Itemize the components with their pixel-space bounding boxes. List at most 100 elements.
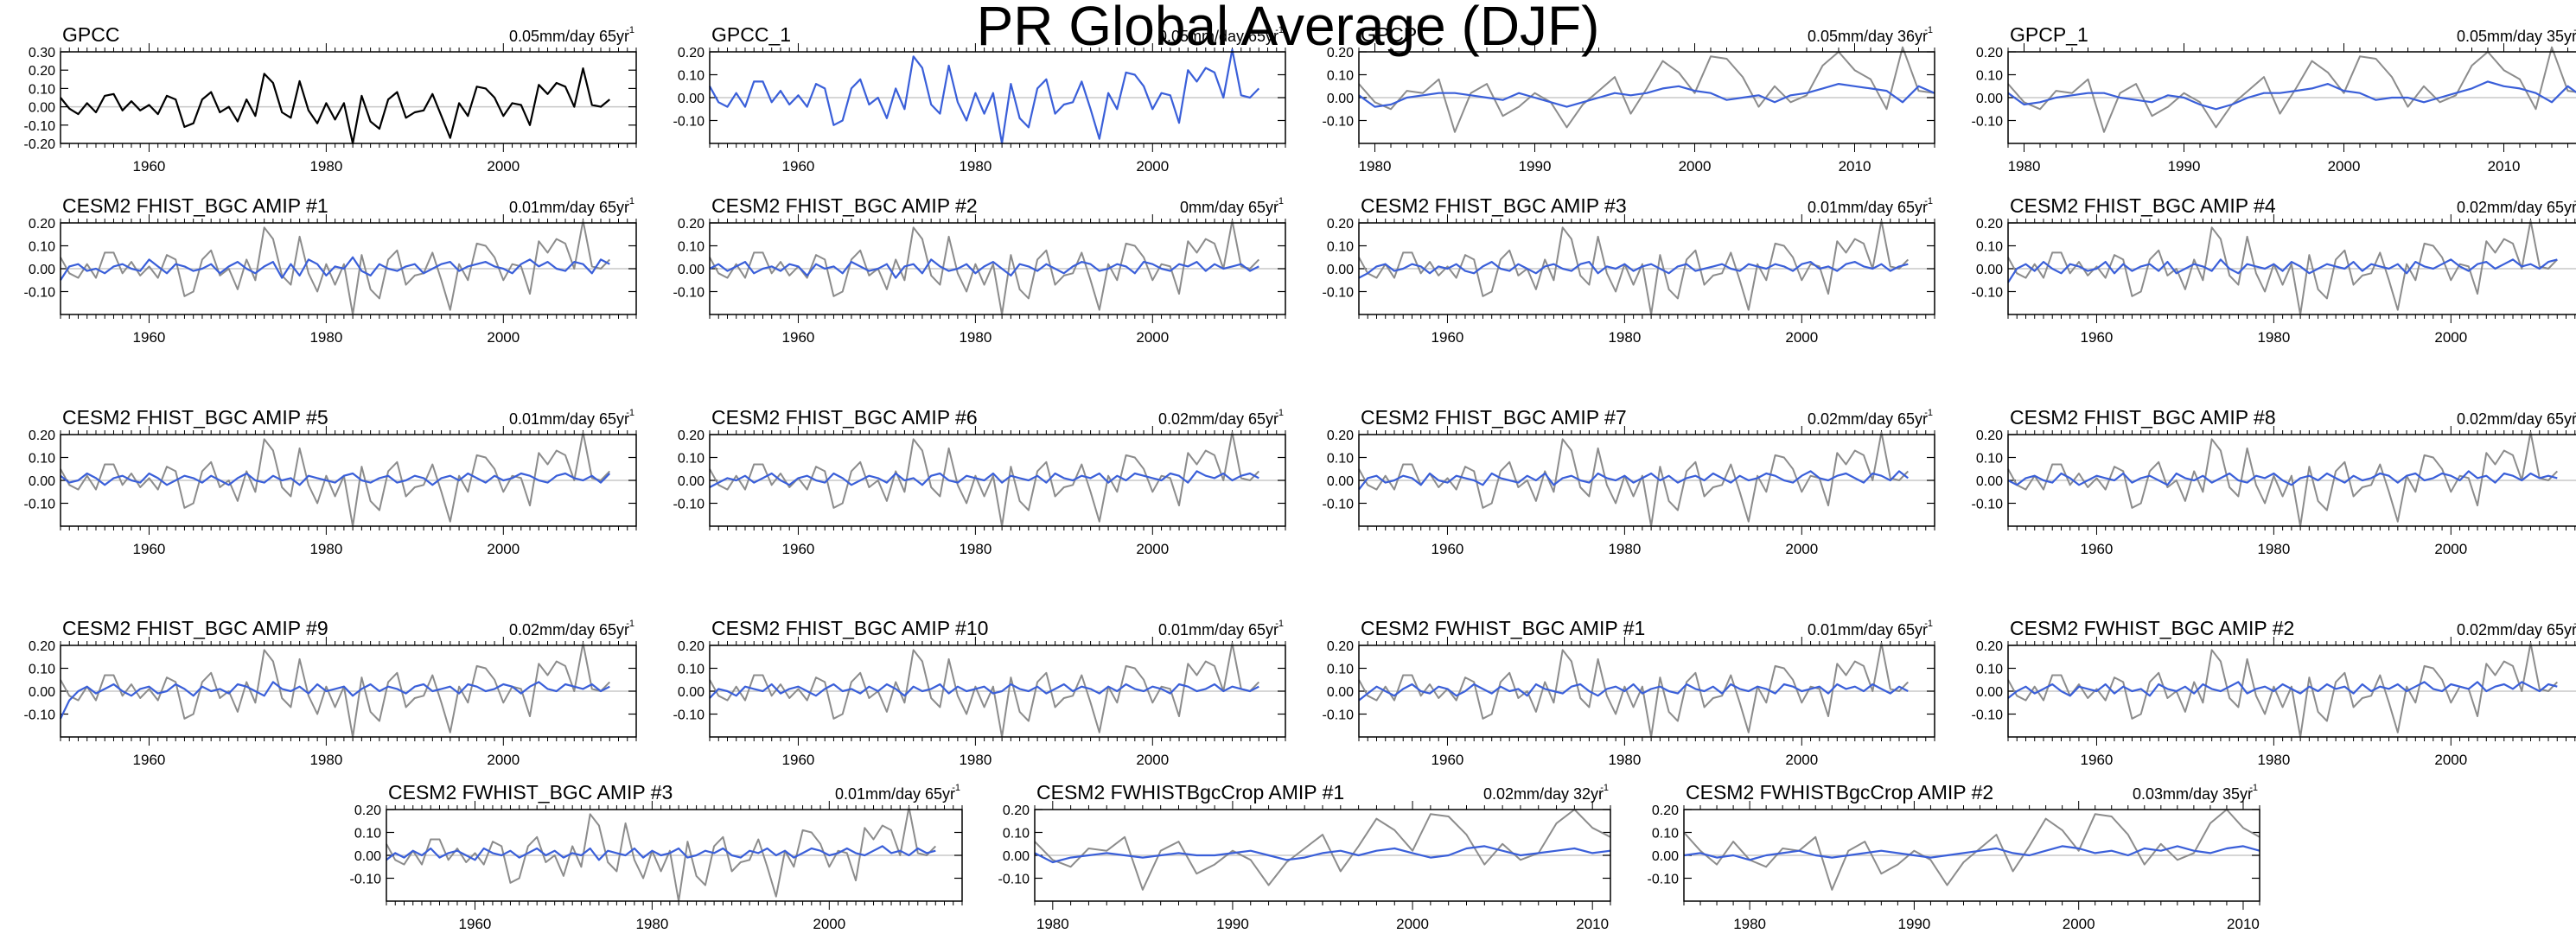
panel-title: CESM2 FWHIST_BGC AMIP #1 <box>1361 617 1645 639</box>
y-tick-label: 0.00 <box>1976 92 2003 106</box>
panel-title: CESM2 FWHISTBgcCrop AMIP #1 <box>1036 781 1344 803</box>
y-tick-label: -0.10 <box>1323 498 1355 512</box>
y-tick-label: -0.10 <box>673 708 705 723</box>
y-tick-label: 0.10 <box>1976 240 2003 255</box>
y-tick-label: 0.00 <box>678 92 705 106</box>
y-tick-label: 0.10 <box>1652 827 1679 842</box>
y-tick-label: 0.20 <box>1976 639 2003 654</box>
x-tick-label: 1960 <box>782 541 815 557</box>
y-tick-label: 0.20 <box>1652 803 1679 818</box>
y-tick-label: 0.00 <box>29 474 55 489</box>
y-tick-label: -0.10 <box>1648 873 1680 887</box>
panel-trend-label: 0.01mm/day 65yr <box>835 785 955 803</box>
x-tick-label: 2010 <box>1576 916 1609 932</box>
x-tick-label: 1980 <box>309 541 342 557</box>
panel-trend-label: 0.02mm/day 65yr <box>2457 621 2576 638</box>
x-tick-label: 2000 <box>813 916 845 932</box>
panel-9: CESM2 FHIST_BGC AMIP #6 0.02mm/day 65yr-1… <box>673 406 1286 557</box>
series-line-model <box>1034 845 1611 864</box>
x-tick-label: 1960 <box>782 158 815 175</box>
x-tick-label: 2000 <box>1785 752 1818 768</box>
y-tick-label: 0.00 <box>1976 474 2003 489</box>
series-line-reference <box>1034 809 1611 891</box>
plot-frame <box>1358 51 1935 144</box>
trend-exponent: -1 <box>1275 619 1284 629</box>
panel-trend-label: 0.02mm/day 65yr <box>2457 410 2576 428</box>
y-tick-label: 0.00 <box>1976 685 2003 700</box>
panel-trend-label: 0.01mm/day 65yr <box>509 199 629 216</box>
plot-frame <box>2007 434 2576 527</box>
panel-18: CESM2 FWHISTBgcCrop AMIP #2 0.03mm/day 35… <box>1648 781 2260 932</box>
y-tick-label: 0.00 <box>1652 849 1679 864</box>
panel-title: CESM2 FHIST_BGC AMIP #6 <box>711 406 978 429</box>
y-tick-label: 0.00 <box>678 474 705 489</box>
series-line-model <box>2007 681 2558 699</box>
plot-frame <box>1358 645 1935 738</box>
y-tick-label: 0.00 <box>29 101 55 116</box>
x-tick-label: 2000 <box>2434 541 2467 557</box>
trend-exponent: -1 <box>1275 408 1284 418</box>
y-tick-label: -0.10 <box>1972 708 2004 723</box>
series-line-model <box>709 683 1259 699</box>
plot-frame <box>1034 809 1611 902</box>
y-tick-label: 0.10 <box>1003 827 1030 842</box>
y-tick-label: 0.10 <box>1976 452 2003 467</box>
x-tick-label: 1980 <box>1608 541 1641 557</box>
panel-trend-label: 0.01mm/day 65yr <box>1808 199 1928 216</box>
panel-6: CESM2 FHIST_BGC AMIP #3 0.01mm/day 65yr-1… <box>1323 194 1935 346</box>
trend-exponent: -1 <box>1924 196 1933 206</box>
x-tick-label: 1980 <box>1608 752 1641 768</box>
plot-frame <box>2007 51 2576 144</box>
panel-title: GPCP_1 <box>2010 23 2088 46</box>
panel-title: GPCC_1 <box>711 23 791 46</box>
y-tick-label: 0.00 <box>354 849 381 864</box>
panel-title: CESM2 FHIST_BGC AMIP #4 <box>2010 194 2276 217</box>
series-line-model <box>1358 470 1909 491</box>
y-tick-label: 0.10 <box>29 452 55 467</box>
x-tick-label: 2000 <box>487 752 520 768</box>
series-line-model <box>709 48 1260 145</box>
y-tick-label: 0.10 <box>1976 69 2003 84</box>
y-tick-label: 0.20 <box>678 429 705 443</box>
series-line-reference <box>1358 642 1910 738</box>
y-tick-label: 0.00 <box>678 263 705 277</box>
x-tick-label: 2000 <box>487 329 520 346</box>
y-tick-label: 0.20 <box>678 639 705 654</box>
y-tick-label: 0.00 <box>1327 685 1354 700</box>
x-tick-label: 2000 <box>1136 752 1169 768</box>
x-tick-label: 1960 <box>133 158 166 175</box>
x-tick-label: 2000 <box>2063 916 2095 932</box>
y-tick-label: 0.20 <box>29 217 55 232</box>
trend-exponent: -1 <box>1924 25 1933 35</box>
series-line-model <box>1358 82 1935 108</box>
x-tick-label: 1980 <box>2257 541 2290 557</box>
x-tick-label: 1960 <box>2081 541 2114 557</box>
y-tick-label: -0.10 <box>24 286 56 301</box>
panel-trend-label: 0.01mm/day 65yr <box>509 410 629 428</box>
series-line-reference <box>709 642 1260 738</box>
y-tick-label: -0.10 <box>24 498 56 512</box>
y-tick-label: -0.10 <box>1972 115 2004 130</box>
trend-exponent: -1 <box>2573 408 2576 418</box>
y-tick-label: 0.00 <box>1976 263 2003 277</box>
plot-frame <box>60 434 637 527</box>
series-line-reference <box>1683 809 2260 891</box>
y-tick-label: 0.20 <box>29 639 55 654</box>
panel-title: CESM2 FHIST_BGC AMIP #10 <box>711 617 988 639</box>
series-line-reference <box>2007 219 2559 315</box>
panel-title: CESM2 FHIST_BGC AMIP #2 <box>711 194 978 217</box>
series-line-model <box>709 258 1259 279</box>
y-tick-label: -0.10 <box>1323 115 1355 130</box>
panel-trend-label: 0.05mm/day 65yr <box>1158 28 1278 45</box>
panel-trend-label: 0.01mm/day 65yr <box>1808 621 1928 638</box>
x-tick-label: 1960 <box>133 752 166 768</box>
x-tick-label: 1980 <box>959 752 992 768</box>
y-tick-label: 0.20 <box>1976 46 2003 60</box>
plot-frame <box>1683 809 2260 902</box>
trend-exponent: -1 <box>952 783 960 793</box>
y-tick-label: 0.00 <box>1327 263 1354 277</box>
x-tick-label: 1980 <box>309 329 342 346</box>
series-line-model <box>60 681 610 720</box>
series-line-model <box>1683 845 2260 861</box>
y-tick-label: -0.10 <box>998 873 1030 887</box>
